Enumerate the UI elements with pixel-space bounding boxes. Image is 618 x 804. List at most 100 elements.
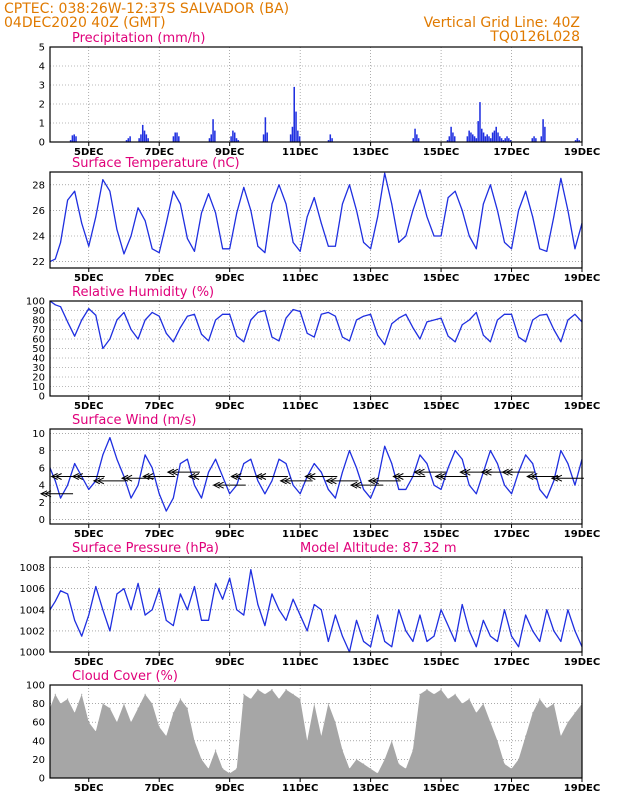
data-point xyxy=(313,604,315,605)
data-point xyxy=(81,222,83,224)
data-point xyxy=(130,721,132,723)
x-tick-label: 5DEC xyxy=(74,529,103,540)
data-point xyxy=(123,253,125,255)
data-point xyxy=(306,630,308,632)
precip-bar xyxy=(471,134,474,142)
data-point xyxy=(81,635,83,637)
data-point xyxy=(102,609,104,611)
data-point xyxy=(489,635,491,637)
data-point xyxy=(257,245,259,247)
x-tick-label: 19DEC xyxy=(564,147,600,158)
data-point xyxy=(123,588,125,590)
data-point xyxy=(144,319,146,321)
data-point xyxy=(130,235,132,237)
x-tick-label: 9DEC xyxy=(215,783,244,794)
wind-arrow-head xyxy=(166,468,175,476)
data-point xyxy=(250,569,252,571)
x-tick-label: 17DEC xyxy=(493,273,529,284)
data-point xyxy=(236,609,238,611)
data-point xyxy=(165,735,167,737)
precip-bar xyxy=(129,136,131,142)
data-point xyxy=(363,640,365,642)
data-point xyxy=(327,245,329,247)
precip-bar xyxy=(293,86,295,142)
model-altitude-label: Model Altitude: 87.32 m xyxy=(300,541,457,556)
precip-bar xyxy=(450,126,452,142)
data-point xyxy=(356,467,358,469)
data-point xyxy=(172,497,174,499)
data-point xyxy=(158,726,160,728)
panel-title: Surface Wind (m/s) xyxy=(72,413,196,428)
y-tick-label: 70 xyxy=(32,325,45,336)
precip-bar xyxy=(540,136,543,142)
wind-arrow xyxy=(349,481,384,489)
y-tick-label: 30 xyxy=(32,363,45,374)
wind-arrow xyxy=(279,477,313,485)
wind-arrow-head xyxy=(96,477,105,485)
wind-arrow-head xyxy=(187,473,196,480)
data-point xyxy=(313,703,315,705)
data-point xyxy=(398,609,400,611)
data-point xyxy=(208,471,210,473)
data-point xyxy=(447,335,449,337)
data-point xyxy=(475,493,477,495)
header-vertical-grid: Vertical Grid Line: 40Z xyxy=(424,15,580,31)
y-tick-label: 60 xyxy=(32,335,45,346)
x-tick-label: 11DEC xyxy=(282,147,318,158)
y-tick-label: 1000 xyxy=(20,648,45,659)
wind-arrow xyxy=(39,490,74,498)
data-point xyxy=(320,471,322,473)
precip-bar xyxy=(295,111,297,142)
data-point xyxy=(54,258,56,260)
precip-bar xyxy=(291,126,294,142)
data-point xyxy=(137,207,139,209)
y-tick-label: 0 xyxy=(39,392,45,403)
data-point xyxy=(355,758,358,761)
precip-bar xyxy=(508,138,510,142)
data-point xyxy=(482,334,484,336)
data-point xyxy=(193,250,195,252)
data-point xyxy=(511,635,513,637)
wind-arrow-head xyxy=(75,473,83,480)
data-point xyxy=(271,336,273,338)
precip-bar xyxy=(172,136,175,142)
wind-arrow-head xyxy=(417,468,425,476)
series-line xyxy=(49,436,583,512)
data-point xyxy=(74,619,76,621)
data-point xyxy=(292,309,294,311)
wind-arrow xyxy=(367,477,401,485)
data-point xyxy=(257,604,259,605)
data-point xyxy=(419,454,421,456)
data-point xyxy=(348,450,350,452)
data-point xyxy=(67,593,69,595)
data-point xyxy=(165,222,167,224)
y-tick-label: 1008 xyxy=(20,563,45,574)
data-point xyxy=(341,635,343,637)
data-point xyxy=(313,336,315,338)
data-point xyxy=(560,450,562,452)
data-point xyxy=(510,768,513,770)
x-tick-label: 7DEC xyxy=(144,273,173,284)
data-point xyxy=(327,703,329,705)
x-tick-label: 15DEC xyxy=(423,273,459,284)
data-point xyxy=(193,740,196,742)
data-point xyxy=(475,311,477,313)
precip-bar xyxy=(233,132,236,142)
wind-arrow-head xyxy=(554,474,563,482)
y-tick-label: 1 xyxy=(39,119,45,130)
data-point xyxy=(123,311,125,313)
data-point xyxy=(363,241,365,243)
data-point xyxy=(567,209,569,211)
data-point xyxy=(60,497,62,499)
wind-arrow xyxy=(166,468,200,476)
precip-bar xyxy=(578,140,580,142)
data-point xyxy=(489,341,491,343)
precip-bar xyxy=(466,136,469,142)
wind-arrow-head xyxy=(146,473,154,480)
y-tick-label: 6 xyxy=(39,463,45,474)
x-tick-label: 13DEC xyxy=(352,783,388,794)
data-point xyxy=(88,245,90,247)
data-point xyxy=(243,693,245,695)
data-point xyxy=(54,480,56,482)
data-point xyxy=(475,248,477,250)
